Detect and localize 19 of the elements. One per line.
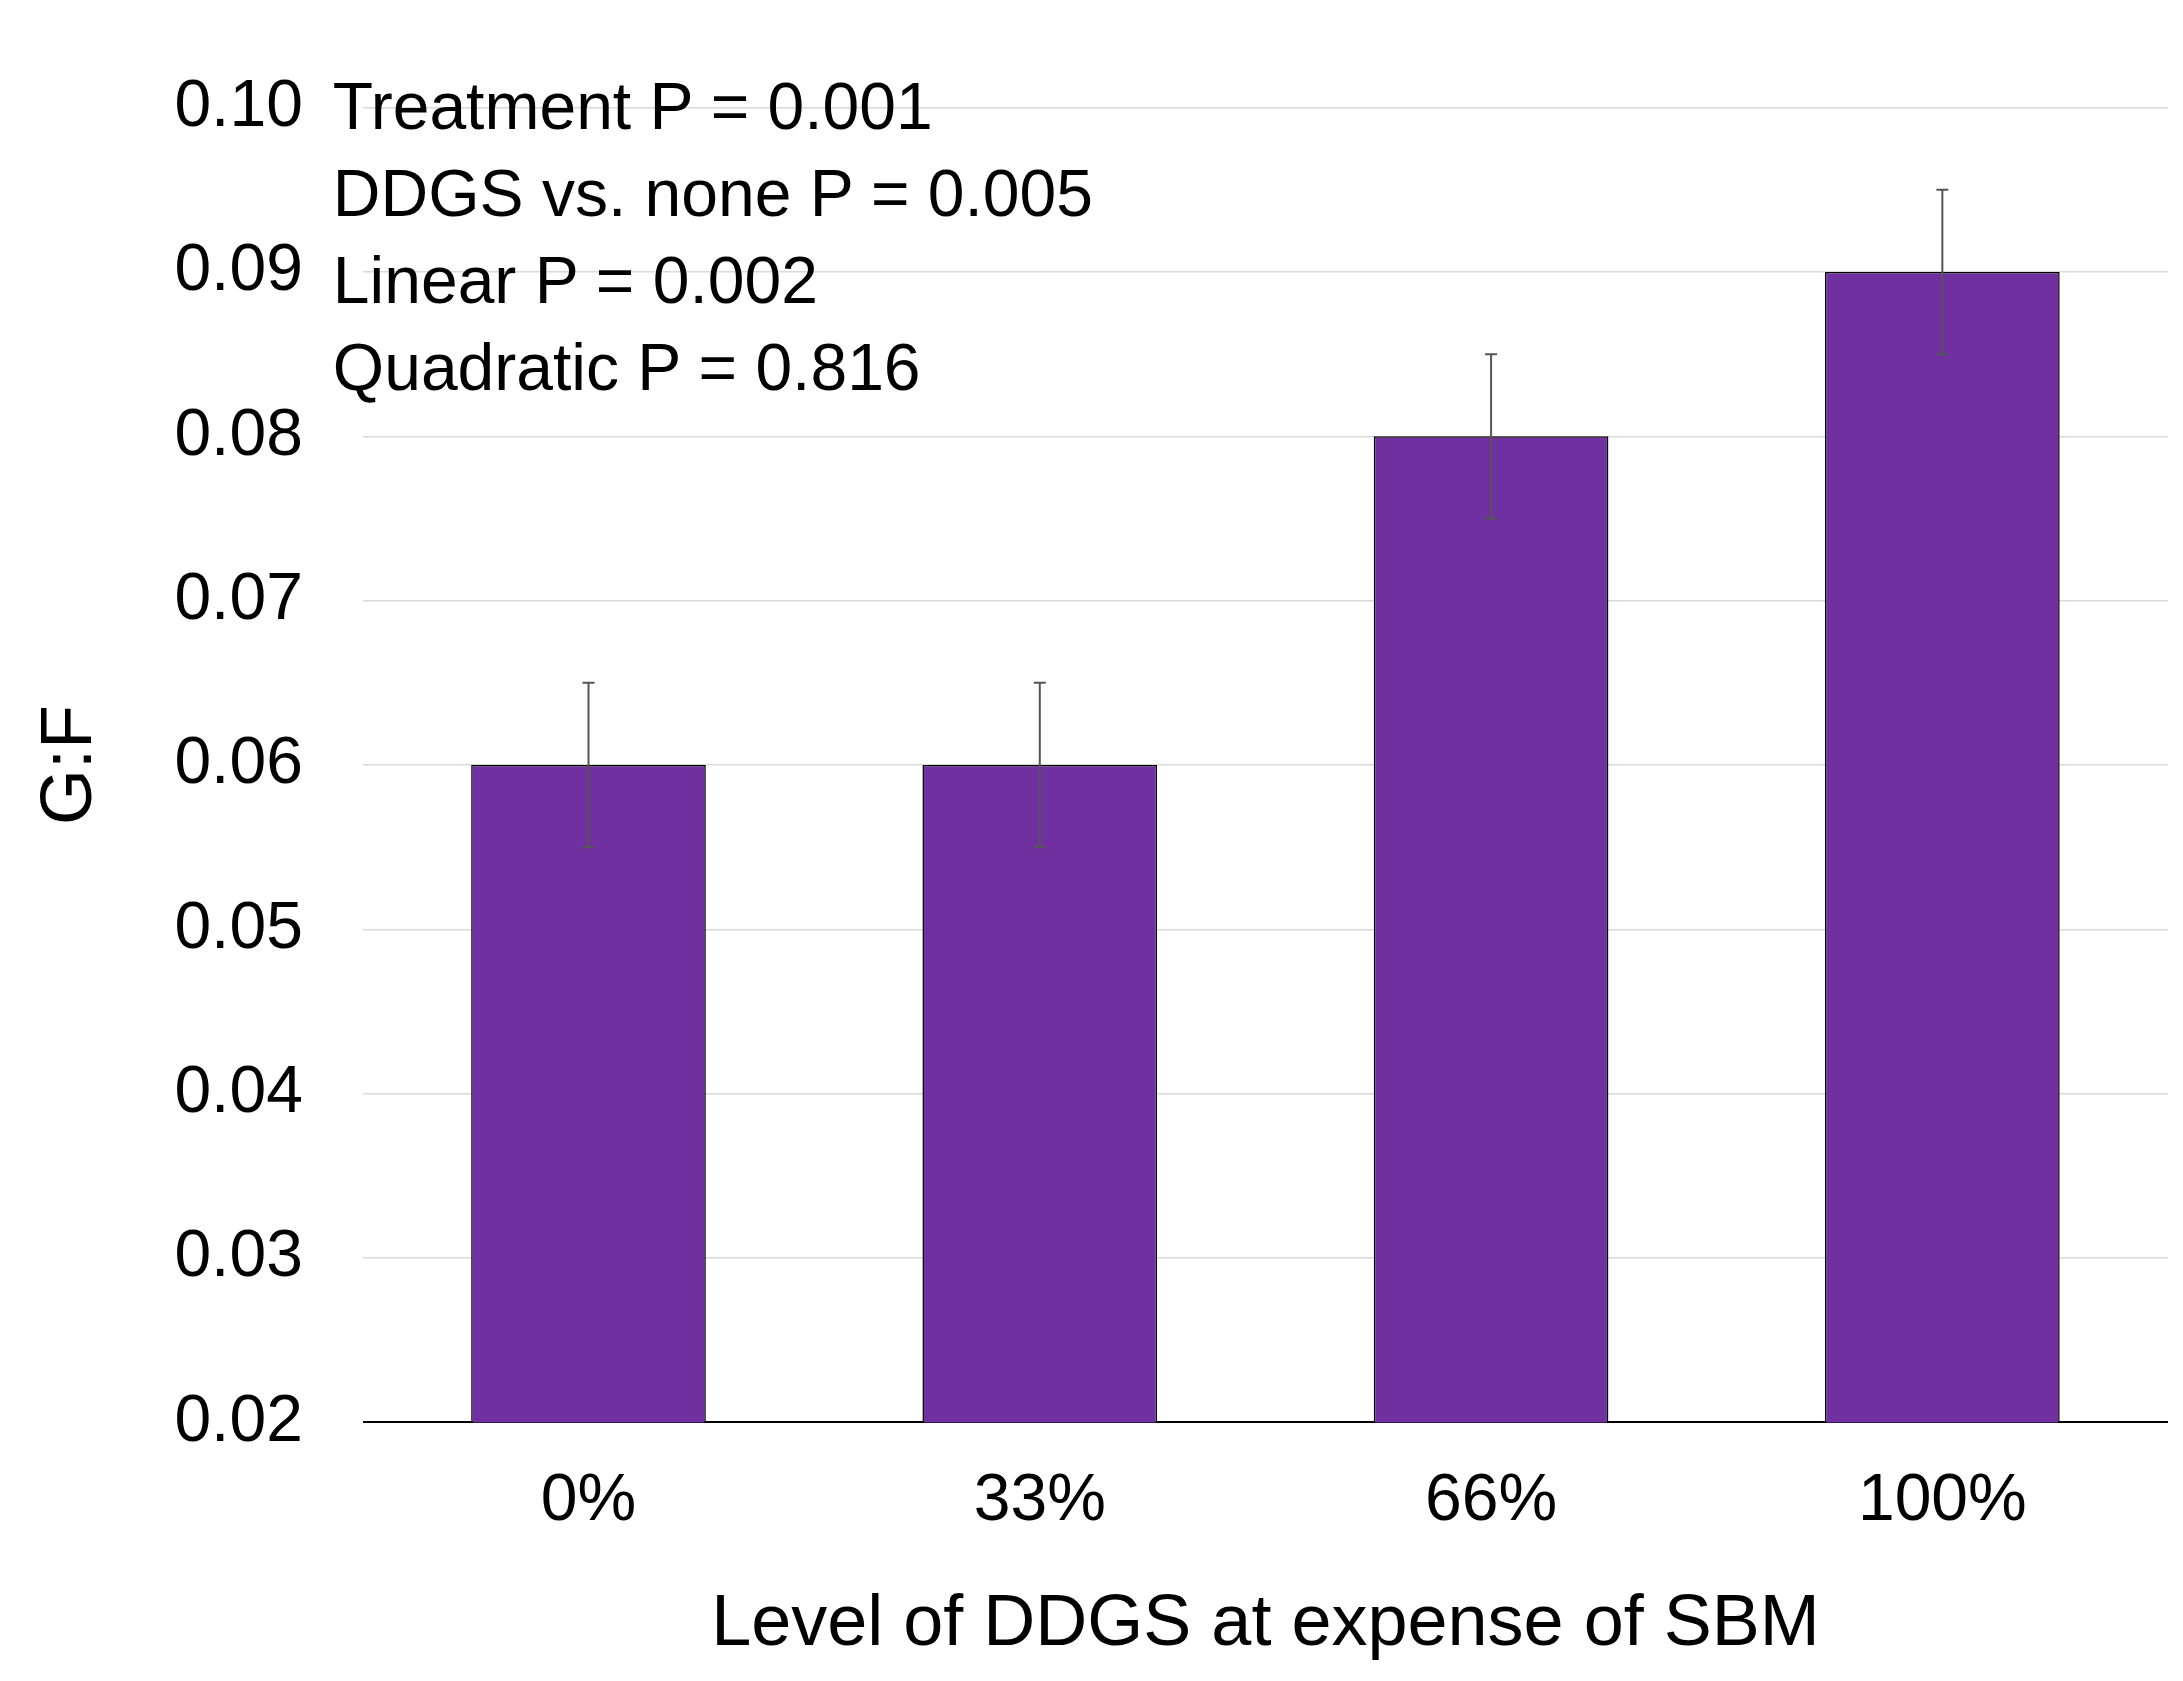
y-tick-label: 0.05 (174, 887, 303, 962)
y-tick-label: 0.06 (174, 723, 303, 798)
annotation: DDGS vs. none P = 0.005 (332, 155, 1093, 230)
annotation: Linear P = 0.002 (332, 242, 818, 317)
x-tick-label: 33% (973, 1460, 1106, 1535)
x-tick-label: 66% (1425, 1460, 1558, 1535)
x-axis-title: Level of DDGS at expense of SBM (711, 1579, 1820, 1660)
y-tick-label: 0.03 (174, 1216, 303, 1291)
x-tick-label: 100% (1857, 1460, 2027, 1535)
y-axis-title: G:F (26, 705, 107, 825)
y-tick-label: 0.02 (174, 1380, 303, 1455)
x-tick-label: 0% (540, 1460, 637, 1535)
y-tick-label: 0.08 (174, 394, 303, 469)
y-tick-label: 0.04 (174, 1051, 303, 1126)
annotation: Quadratic P = 0.816 (332, 329, 921, 404)
y-tick-label: 0.09 (174, 230, 303, 305)
y-tick-label: 0.10 (174, 65, 303, 140)
annotation: Treatment P = 0.001 (332, 68, 933, 143)
y-tick-label: 0.07 (174, 558, 303, 633)
